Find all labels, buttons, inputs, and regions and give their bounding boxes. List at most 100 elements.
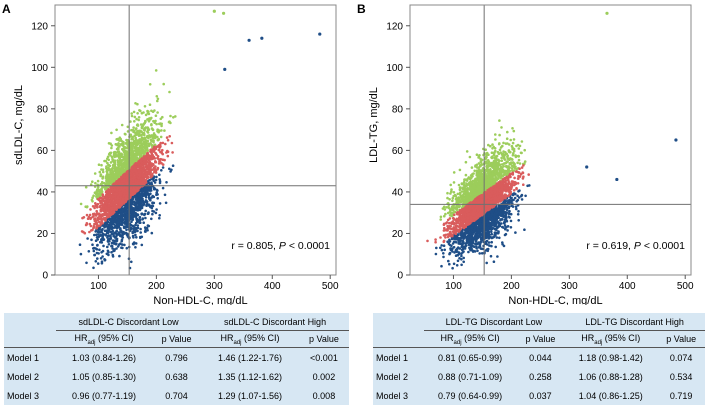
data-point xyxy=(116,215,120,219)
data-point xyxy=(156,99,159,103)
data-point xyxy=(491,172,494,175)
data-point xyxy=(134,233,137,237)
data-point xyxy=(107,203,111,207)
data-point xyxy=(101,224,105,227)
data-point xyxy=(150,164,154,168)
data-point xyxy=(463,192,466,196)
data-point xyxy=(451,211,455,214)
data-point xyxy=(132,209,136,213)
outlier-point xyxy=(222,11,226,15)
data-point xyxy=(143,212,146,216)
data-point xyxy=(130,167,133,171)
data-point xyxy=(131,230,134,234)
data-point xyxy=(142,158,146,161)
data-point xyxy=(489,164,493,168)
data-point xyxy=(147,166,151,169)
data-point xyxy=(502,173,506,177)
data-point xyxy=(134,215,138,219)
data-point xyxy=(115,229,118,233)
data-point xyxy=(93,222,96,226)
data-point xyxy=(120,168,124,171)
data-point xyxy=(161,186,165,190)
data-point xyxy=(146,229,149,232)
data-point xyxy=(119,242,122,245)
data-point xyxy=(118,219,122,223)
data-point xyxy=(512,138,516,141)
data-point xyxy=(130,178,133,181)
data-point xyxy=(137,116,141,119)
data-point xyxy=(142,140,145,144)
panel-letter: A xyxy=(2,2,11,16)
data-point xyxy=(464,189,467,192)
data-point xyxy=(120,235,123,238)
data-point xyxy=(146,154,150,158)
data-point xyxy=(161,141,165,145)
data-point xyxy=(497,158,500,162)
data-point xyxy=(486,175,490,179)
data-point xyxy=(142,122,145,126)
data-point xyxy=(500,163,504,166)
table-corner xyxy=(4,313,56,331)
data-point xyxy=(104,222,108,226)
outlier-point xyxy=(247,38,251,42)
scatter-points xyxy=(426,11,678,270)
data-point xyxy=(84,205,87,208)
y-tick-label: 100 xyxy=(31,63,48,74)
data-point xyxy=(123,192,127,195)
data-point xyxy=(109,142,112,145)
data-point xyxy=(104,186,107,189)
data-point xyxy=(144,196,148,199)
data-point xyxy=(116,195,120,198)
data-point xyxy=(498,133,501,137)
data-point xyxy=(129,151,132,154)
data-point xyxy=(119,212,123,216)
data-point xyxy=(121,243,124,246)
data-point xyxy=(134,127,138,131)
subheader-hr: HRadj (95% CI) xyxy=(56,330,152,348)
data-point xyxy=(99,221,102,224)
data-point xyxy=(137,118,140,122)
data-point xyxy=(496,150,500,154)
data-point xyxy=(113,204,116,208)
data-point xyxy=(119,228,122,231)
data-point xyxy=(140,150,143,154)
data-point xyxy=(511,153,515,157)
data-point xyxy=(151,154,154,157)
data-point xyxy=(478,252,481,255)
data-point xyxy=(100,207,103,211)
data-point xyxy=(469,186,473,190)
data-point xyxy=(154,211,158,215)
data-point xyxy=(119,196,122,199)
data-point xyxy=(156,167,159,171)
data-point xyxy=(96,230,100,234)
plot-frame xyxy=(54,4,337,276)
data-point xyxy=(114,242,118,246)
data-point xyxy=(512,129,516,133)
data-point xyxy=(457,183,461,187)
data-point xyxy=(134,102,137,105)
x-tick-label: 400 xyxy=(264,281,281,292)
data-point xyxy=(110,146,113,150)
data-point xyxy=(96,179,100,183)
data-point xyxy=(113,161,117,164)
data-point xyxy=(158,181,162,185)
data-point xyxy=(143,105,147,108)
data-point xyxy=(487,183,490,187)
data-point xyxy=(113,163,117,167)
data-point xyxy=(129,189,132,192)
data-point xyxy=(141,125,144,128)
data-point xyxy=(133,230,137,234)
data-point xyxy=(149,198,152,202)
data-point xyxy=(160,169,163,172)
data-point xyxy=(148,103,152,106)
data-point xyxy=(156,111,159,114)
data-point xyxy=(151,194,154,198)
data-point xyxy=(502,141,505,145)
data-point xyxy=(95,227,98,230)
data-point xyxy=(458,186,462,189)
data-point xyxy=(124,160,128,164)
data-point xyxy=(468,181,471,185)
data-point xyxy=(96,238,99,241)
data-point xyxy=(474,182,478,185)
outlier-point xyxy=(260,36,264,40)
